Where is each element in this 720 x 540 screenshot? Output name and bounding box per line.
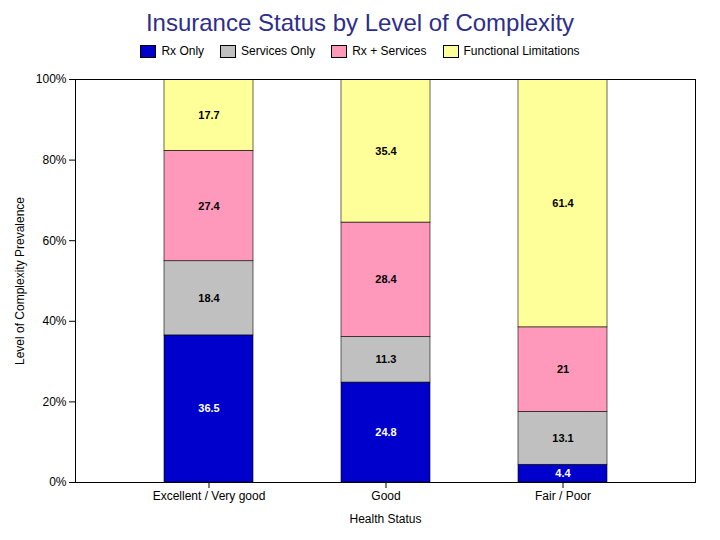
svg-text:60%: 60% <box>42 234 66 248</box>
svg-text:18.4: 18.4 <box>198 292 220 304</box>
html-text:Services Only: Services Only <box>241 44 316 58</box>
svg-text:80%: 80% <box>42 153 66 167</box>
svg-text:24.8: 24.8 <box>375 426 396 438</box>
svg-text:Good: Good <box>371 489 400 503</box>
svg-text:Health Status: Health Status <box>349 512 421 526</box>
svg-text:27.4: 27.4 <box>198 200 220 212</box>
svg-text:Fair / Poor: Fair / Poor <box>535 489 591 503</box>
svg-text:28.4: 28.4 <box>375 273 397 285</box>
svg-text:0%: 0% <box>49 475 67 489</box>
html-text:Rx + Services: Rx + Services <box>352 44 427 58</box>
svg-text:35.4: 35.4 <box>375 145 397 157</box>
svg-text:20%: 20% <box>42 395 66 409</box>
svg-text:61.4: 61.4 <box>552 197 574 209</box>
svg-text:21: 21 <box>557 363 569 375</box>
html-text:Rx Only: Rx Only <box>161 44 205 58</box>
svg-text:17.7: 17.7 <box>198 109 219 121</box>
svg-text:13.1: 13.1 <box>552 432 573 444</box>
svg-text:11.3: 11.3 <box>376 353 397 365</box>
svg-text:Level of Complexity Prevalence: Level of Complexity Prevalence <box>13 197 27 365</box>
svg-text:40%: 40% <box>42 314 66 328</box>
html-text:Insurance Status by Level of C: Insurance Status by Level of Complexity <box>145 9 575 36</box>
svg-text:100%: 100% <box>36 72 67 86</box>
svg-text:4.4: 4.4 <box>555 467 571 479</box>
html-text:Functional Limitations: Functional Limitations <box>463 44 580 58</box>
svg-text:36.5: 36.5 <box>198 402 219 414</box>
svg-text:Excellent / Very good: Excellent / Very good <box>153 489 266 503</box>
